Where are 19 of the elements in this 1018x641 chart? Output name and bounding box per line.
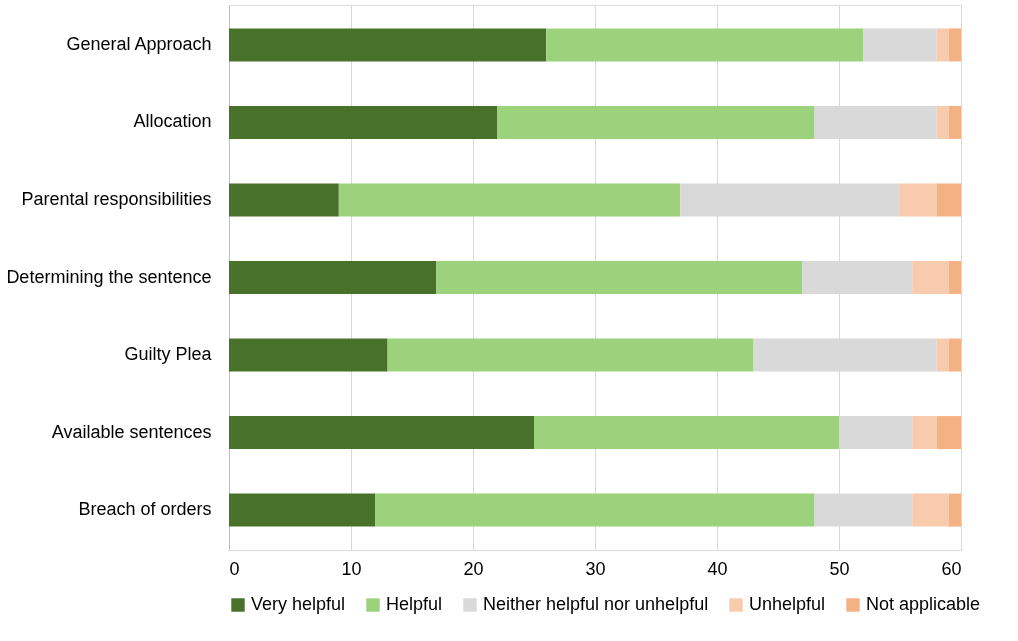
x-tick-label: 60 [941,558,962,579]
legend-label: Helpful [386,594,443,614]
legend-label: Neither helpful nor unhelpful [483,594,709,614]
y-tick-label: Available sentences [51,421,212,442]
y-tick-label: Parental responsibilities [21,188,212,209]
legend-label: Not applicable [866,594,981,614]
legend-label: Unhelpful [749,594,826,614]
x-tick-label: 40 [707,558,728,579]
y-tick-label: Determining the sentence [6,266,212,287]
y-tick-label: Allocation [133,111,212,132]
x-tick-label: 30 [585,558,606,579]
x-tick-label: 20 [463,558,484,579]
y-tick-label: Breach of orders [78,499,212,520]
legend-label: Very helpful [251,594,346,614]
x-tick-label: 10 [341,558,362,579]
x-tick-label: 0 [229,558,240,579]
x-tick-label: 50 [829,558,850,579]
y-tick-label: Guilty Plea [124,344,213,365]
y-tick-label: General Approach [66,33,212,54]
